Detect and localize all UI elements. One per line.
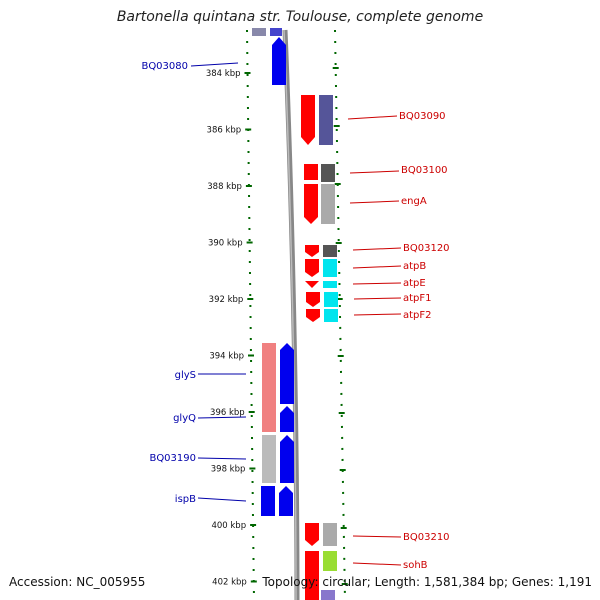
gene-atpe [305,281,319,288]
ruler-label: 394 kbp [209,352,244,362]
ruler-label: 402 kbp [212,578,247,588]
gene-atpf2 [306,309,320,322]
leader-enga [349,200,400,204]
gene-glyq [280,406,294,432]
ruler-label: 386 kbp [207,126,242,136]
gene-bq03100-track [321,164,335,182]
leader-sohb [352,562,402,566]
ruler-label: 390 kbp [208,239,243,249]
label-glys: glyS [175,370,196,381]
ruler-label: 396 kbp [210,408,245,418]
leader-bq03190 [197,457,247,460]
map-title: Bartonella quintana str. Toulouse, compl… [116,9,484,25]
gene-ispb [279,486,293,516]
genome-backbone [282,29,300,600]
gene-glys [280,343,294,404]
ruler-label: 388 kbp [207,182,242,192]
leader-glyq [197,416,247,419]
label-ispb: ispB [175,494,196,505]
label-bq03080: BQ03080 [141,61,188,72]
gene-bq03100 [304,164,318,180]
label-atpf2: atpF2 [403,310,432,321]
gene-bq03190 [280,435,294,483]
gene-bq03120-track [323,245,337,257]
gene-atpf1 [306,292,320,307]
accession-label: Accession: NC_005955 [9,575,146,589]
gene-enga [304,184,318,224]
gene-enga-track [321,184,335,224]
gene-atpb [305,259,319,277]
label-sohb: sohB [403,560,428,571]
ruler-label: 398 kbp [211,465,246,475]
label-atpf1: atpF1 [403,293,432,304]
leader-bq03210 [352,535,402,538]
gene-top-left-a [252,28,266,36]
label-enga: engA [401,196,427,207]
gene-bq03090 [301,95,315,145]
label-bq03210: BQ03210 [403,532,450,543]
genome-backbone-highlight [283,29,297,600]
gene-atpe-track [323,281,337,288]
gene-atpf2-track [324,309,338,322]
gene-sohb-track [323,551,337,571]
gene-bq03080 [272,37,286,85]
gene-bq03190-track [262,435,276,483]
gene-sohb [305,551,319,600]
gene-atpf1-track [324,292,338,307]
label-bq03190: BQ03190 [149,453,196,464]
label-glyq: glyQ [173,413,196,424]
leader-atpf2 [353,313,402,316]
leader-ispb [197,497,247,502]
label-atpb: atpB [403,261,426,272]
gene-bq03120 [305,245,319,257]
gene-bq03210-track [323,523,337,546]
leader-bq03090 [347,115,398,120]
leader-bq03120 [352,247,402,251]
leader-atpe [352,282,402,285]
kbp-ruler: 384 kbp 386 kbp 388 kbp 390 kbp 392 kbp 394 k… [206,67,348,588]
label-atpe: atpE [403,278,426,289]
gene-bq03090-track [319,95,333,145]
gene-top-left-b [270,28,282,36]
gene-bq03210 [305,523,319,546]
leader-atpb [352,265,402,269]
leader-atpf1 [353,297,402,300]
ruler-label: 400 kbp [211,521,246,531]
label-bq03100: BQ03100 [401,165,448,176]
gene-bottom-track [321,590,335,600]
ruler-label: 384 kbp [206,69,241,79]
genome-stats-label: Topology: circular; Length: 1,581,384 bp… [262,575,592,589]
leader-bq03080 [190,62,239,67]
leader-bq03100 [349,170,400,174]
gene-glys-track [262,343,276,432]
gene-ispb-track [261,486,275,516]
label-bq03120: BQ03120 [403,243,450,254]
gene-atpb-track [323,259,337,277]
label-bq03090: BQ03090 [399,111,446,122]
ruler-label: 392 kbp [209,295,244,305]
left-dotted-track [246,29,255,600]
